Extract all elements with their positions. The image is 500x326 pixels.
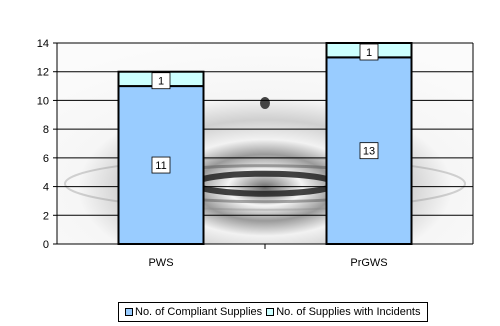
tick-label-y-8: 8 <box>43 124 49 136</box>
legend-item-incidents: No. of Supplies with Incidents <box>266 306 421 318</box>
legend: No. of Compliant Supplies No. of Supplie… <box>118 302 428 322</box>
legend-label-compliant: No. of Compliant Supplies <box>135 306 263 318</box>
data-label-box-PWS-series-0 <box>151 156 171 174</box>
tick-label-y-4: 4 <box>43 182 49 194</box>
category-label-PrGWS: PrGWS <box>350 257 387 269</box>
data-label-PrGWS-series-0: 13 <box>363 146 375 158</box>
tick-label-y-14: 14 <box>37 38 49 50</box>
legend-swatch-incidents <box>266 308 275 316</box>
legend-label-incidents: No. of Supplies with Incidents <box>276 306 421 318</box>
tick-label-y-0: 0 <box>43 239 49 251</box>
category-label-PWS: PWS <box>148 257 173 269</box>
legend-item-compliant: No. of Compliant Supplies <box>125 306 262 318</box>
data-label-PWS-series-0: 11 <box>155 160 166 172</box>
tick-label-y-10: 10 <box>37 95 49 107</box>
tick-label-y-6: 6 <box>43 153 49 165</box>
data-label-PrGWS-series-1: 1 <box>366 47 372 59</box>
data-label-box-PrGWS-series-1 <box>359 43 379 61</box>
water-drop <box>260 97 270 109</box>
data-label-box-PWS-series-1 <box>151 72 171 90</box>
data-label-PWS-series-1: 1 <box>158 76 164 88</box>
tick-label-y-2: 2 <box>43 210 49 222</box>
tick-label-y-12: 12 <box>37 67 49 79</box>
legend-swatch-compliant <box>125 308 133 316</box>
data-label-box-PrGWS-series-0 <box>359 142 379 160</box>
